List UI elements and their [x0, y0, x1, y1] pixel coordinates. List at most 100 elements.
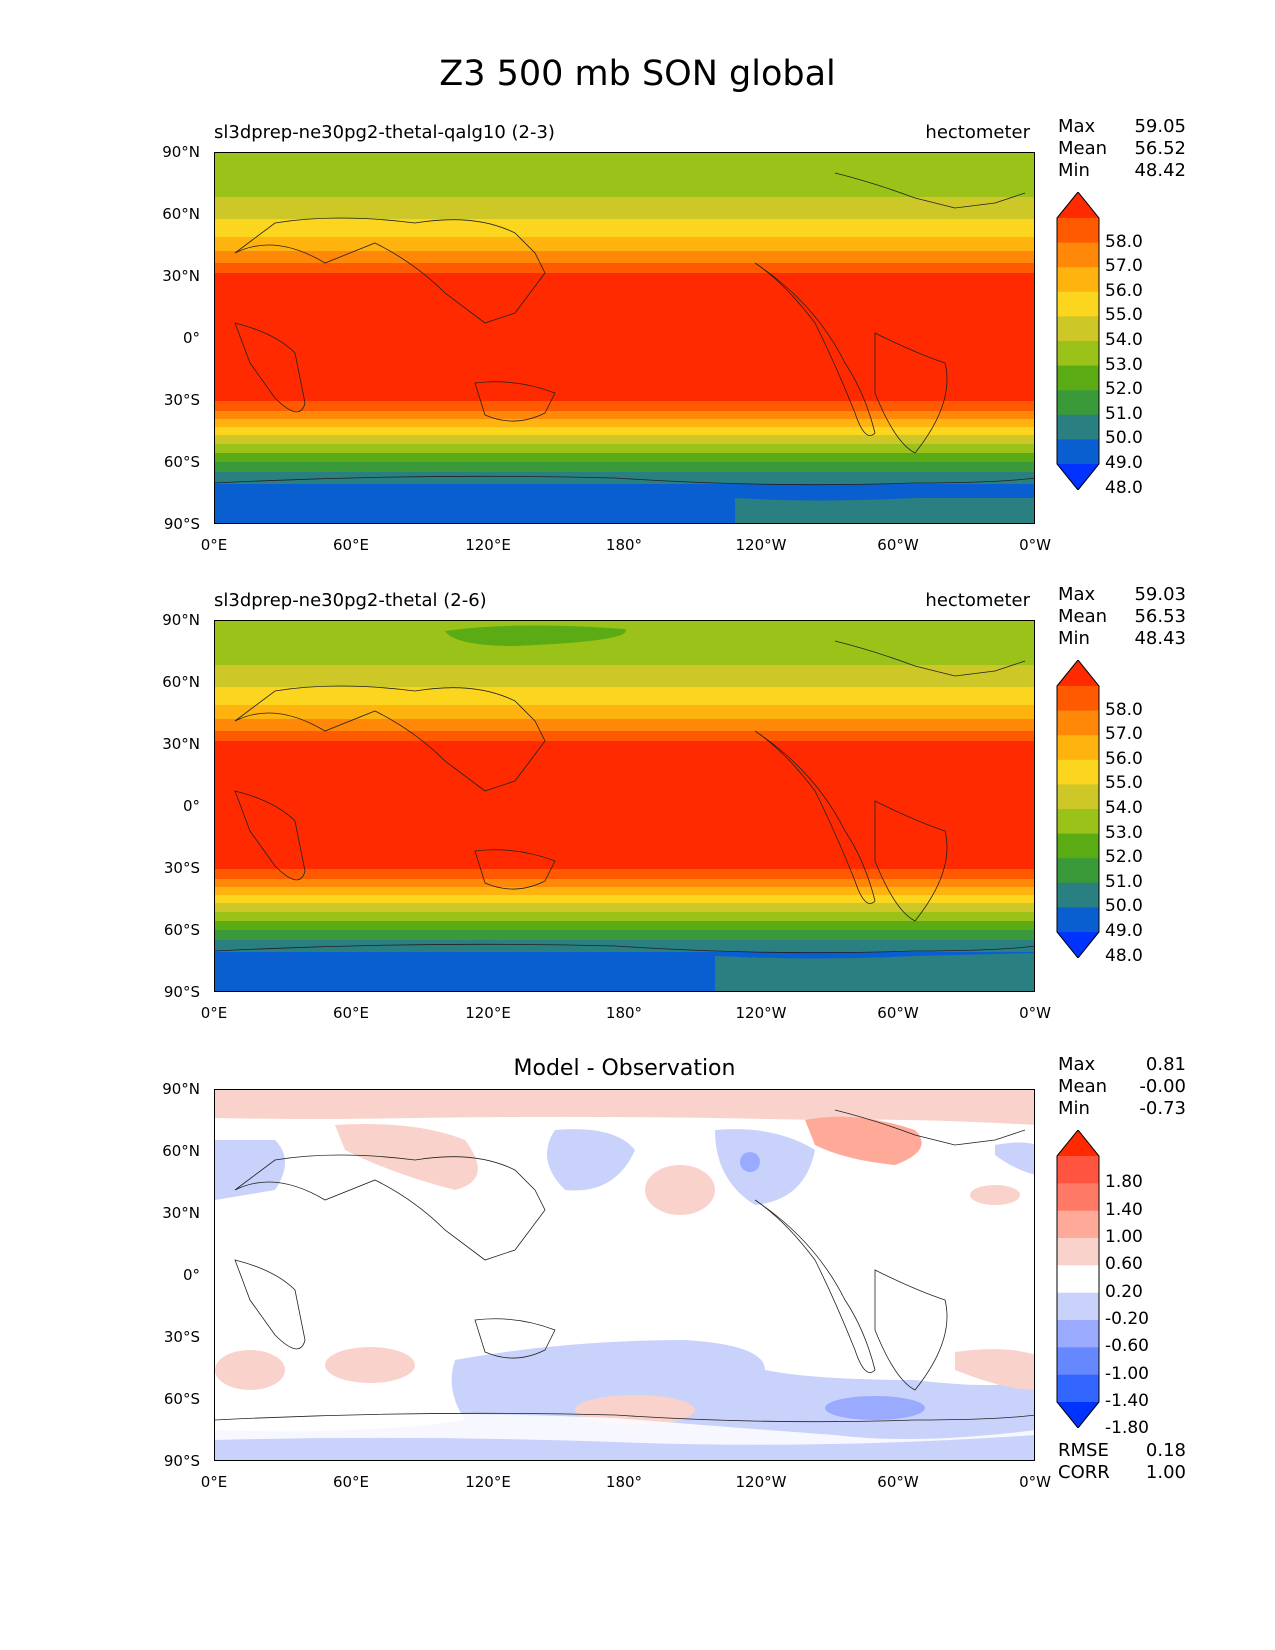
panel-1-stats: Max 59.05 Mean 56.52 Min 48.42: [1058, 116, 1186, 182]
colorbar-segment: [1057, 1374, 1099, 1403]
lat-tick-60n: 60°N: [162, 673, 200, 691]
colorbar-extend-max: [1057, 1130, 1099, 1156]
colorbar-segment: [1057, 365, 1099, 391]
colorbar-tick-label: 53.0: [1105, 822, 1143, 843]
stat-min-value: -0.73: [1139, 1098, 1186, 1119]
colorbar-tick-label: 48.0: [1105, 477, 1143, 498]
colorbar-tick-label: -1.00: [1105, 1363, 1149, 1384]
colorbar-segment: [1057, 316, 1099, 342]
colorbar-segment: [1057, 267, 1099, 293]
panel-2-case-title: sl3dprep-ne30pg2-thetal (2-6): [214, 590, 487, 611]
colorbar-tick-label: 50.0: [1105, 896, 1143, 917]
panel-2-units: hectometer: [925, 590, 1030, 611]
colorbar-segment: [1057, 1210, 1099, 1239]
lat-tick-90s: 90°S: [163, 983, 200, 1001]
stat-max-value: 59.03: [1134, 584, 1186, 605]
panel-3-map: [214, 1089, 1035, 1461]
lat-tick-0: 0°: [182, 329, 200, 347]
lon-tick-0w: 0°W: [1019, 1473, 1051, 1491]
lon-tick-0w: 0°W: [1019, 536, 1051, 554]
lat-tick-30n: 30°N: [162, 267, 200, 285]
colorbar-segment: [1057, 1292, 1099, 1321]
colorbar-segment: [1057, 1265, 1099, 1294]
lat-tick-30s: 30°S: [163, 859, 200, 877]
stat-mean-label: Mean: [1058, 606, 1108, 627]
colorbar-tick-label: 57.0: [1105, 724, 1143, 745]
lon-tick-120w: 120°W: [735, 1004, 787, 1022]
lat-tick-60s: 60°S: [163, 453, 200, 471]
colorbar-extend-max: [1057, 660, 1099, 686]
panel-3-metrics: RMSE 0.18 CORR 1.00: [1058, 1440, 1186, 1484]
colorbar-segment: [1057, 291, 1099, 317]
colorbar-tick-label: -1.80: [1105, 1418, 1149, 1439]
lat-tick-90n: 90°N: [162, 143, 200, 161]
stat-mean-value: 56.53: [1134, 606, 1186, 627]
colorbar-extend-min: [1057, 464, 1099, 490]
lat-tick-60s: 60°S: [163, 921, 200, 939]
panel-1-units: hectometer: [925, 122, 1030, 143]
colorbar-segment: [1057, 439, 1099, 465]
stat-mean-value: -0.00: [1139, 1076, 1186, 1097]
colorbar-segment: [1057, 1183, 1099, 1212]
colorbar-extend-min: [1057, 1402, 1099, 1428]
lon-tick-180: 180°: [605, 1473, 643, 1491]
lat-tick-30n: 30°N: [162, 1204, 200, 1222]
colorbar-tick-label: 49.0: [1105, 453, 1143, 473]
colorbar-tick-label: 1.00: [1105, 1227, 1143, 1247]
lon-tick-0e: 0°E: [200, 1004, 228, 1022]
panel-3-stats: Max 0.81 Mean -0.00 Min -0.73: [1058, 1054, 1186, 1120]
panel-1-map: [214, 152, 1035, 524]
colorbar-segment: [1057, 414, 1099, 440]
colorbar-extend-min: [1057, 932, 1099, 958]
colorbar-outline: [1056, 1130, 1100, 1428]
colorbar-tick-label: 1.40: [1105, 1199, 1143, 1220]
colorbar-tick-label: 51.0: [1105, 871, 1143, 892]
figure-title: Z3 500 mb SON global: [439, 54, 836, 94]
colorbar-segment: [1057, 390, 1099, 416]
panel-1-case-title: sl3dprep-ne30pg2-thetal-qalg10 (2-3): [214, 122, 555, 143]
lat-tick-30s: 30°S: [163, 1328, 200, 1346]
rmse-value: 0.18: [1145, 1440, 1186, 1461]
lon-tick-60e: 60°E: [332, 1473, 370, 1491]
stat-min-label: Min: [1058, 628, 1090, 649]
lon-tick-60e: 60°E: [332, 536, 370, 554]
lon-tick-180: 180°: [605, 1004, 643, 1022]
colorbar-tick-label: 56.0: [1105, 280, 1143, 301]
colorbar-segment: [1057, 809, 1099, 835]
lon-tick-180: 180°: [605, 536, 643, 554]
panel-2-map: [214, 620, 1035, 992]
lat-tick-0: 0°: [182, 797, 200, 815]
lat-tick-60n: 60°N: [162, 1142, 200, 1160]
colorbar-tick-label: 54.0: [1105, 330, 1143, 350]
colorbar-outline: [1056, 192, 1100, 490]
lon-tick-120w: 120°W: [735, 1473, 787, 1491]
corr-label: CORR: [1058, 1462, 1110, 1483]
lon-tick-60w: 60°W: [877, 1004, 919, 1022]
colorbar-tick-label: 58.0: [1105, 699, 1143, 720]
lat-tick-60s: 60°S: [163, 1390, 200, 1408]
stat-mean-label: Mean: [1058, 138, 1108, 159]
colorbar-segment: [1057, 858, 1099, 884]
lon-tick-120e: 120°E: [465, 1004, 511, 1022]
colorbar-tick-label: 56.0: [1105, 748, 1143, 769]
colorbar-segment: [1057, 1238, 1099, 1266]
stat-max-label: Max: [1058, 116, 1096, 137]
stat-min-label: Min: [1058, 1098, 1090, 1119]
colorbar-tick-label: 1.80: [1105, 1172, 1143, 1193]
colorbar-tick-label: 48.0: [1105, 945, 1143, 966]
lon-tick-60w: 60°W: [877, 536, 919, 554]
lon-tick-0e: 0°E: [200, 536, 228, 554]
colorbar-tick-label: 52.0: [1105, 847, 1143, 868]
lat-tick-90n: 90°N: [162, 611, 200, 629]
colorbar-segment: [1057, 882, 1099, 908]
colorbar-segment: [1057, 1156, 1099, 1184]
lon-tick-120e: 120°E: [465, 1473, 511, 1491]
corr-value: 1.00: [1145, 1462, 1186, 1483]
colorbar-segment: [1057, 907, 1099, 933]
colorbar-segment: [1057, 242, 1099, 268]
colorbar-tick-label: 57.0: [1105, 256, 1143, 277]
colorbar-extend-max: [1057, 192, 1099, 218]
colorbar-tick-label: 55.0: [1105, 773, 1143, 794]
lon-tick-0e: 0°E: [200, 1473, 228, 1491]
stat-max-value: 0.81: [1145, 1054, 1186, 1075]
